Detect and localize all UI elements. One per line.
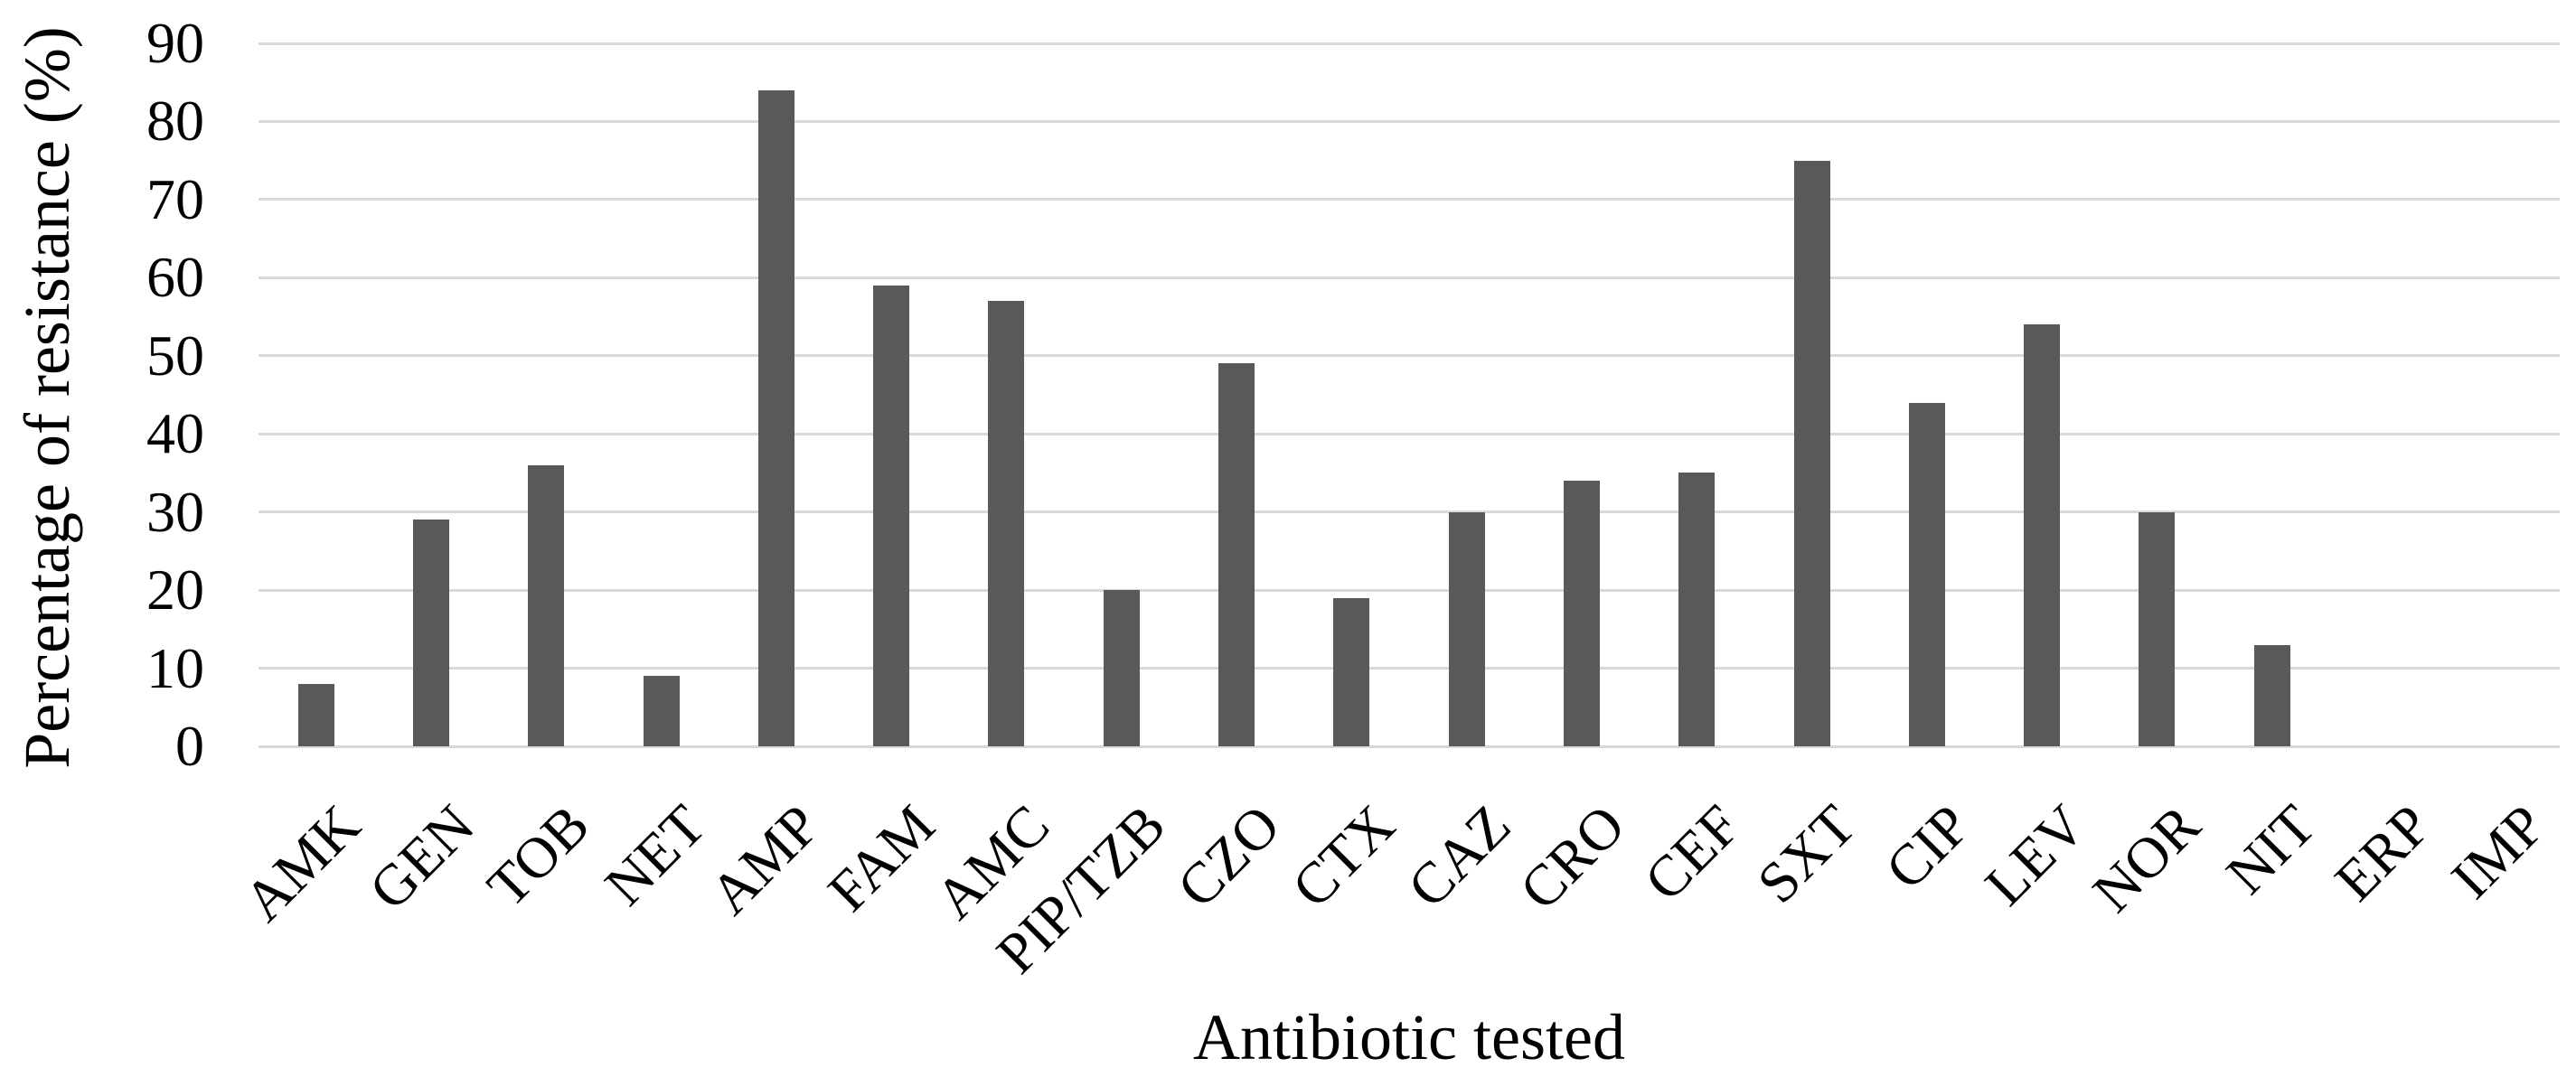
y-tick-label-50: 50 — [146, 323, 204, 388]
bar-NIT — [2254, 645, 2290, 746]
gridline-40 — [259, 432, 2560, 435]
x-tick-label-FAM: FAM — [815, 792, 947, 924]
bar-CEF — [1678, 473, 1715, 746]
x-tick-label-IMP: IMP — [2439, 792, 2558, 911]
bar-AMK — [298, 684, 334, 746]
y-tick-label-60: 60 — [146, 245, 204, 310]
x-tick-label-LEV: LEV — [1972, 792, 2098, 918]
gridline-80 — [259, 119, 2560, 123]
x-tick-label-AMP: AMP — [698, 792, 832, 927]
y-tick-label-10: 10 — [146, 635, 204, 700]
y-tick-label-80: 80 — [146, 89, 204, 154]
x-tick-label-CEF: CEF — [1631, 792, 1753, 913]
bar-LEV — [2024, 324, 2060, 746]
gridline-30 — [259, 510, 2560, 514]
gridline-60 — [259, 276, 2560, 279]
bar-NOR — [2139, 512, 2175, 746]
bar-CRO — [1564, 481, 1600, 746]
x-tick-label-AMK: AMK — [230, 792, 372, 933]
y-tick-label-70: 70 — [146, 166, 204, 231]
bar-CTX — [1333, 598, 1369, 746]
x-tick-label-TOB: TOB — [475, 792, 602, 920]
gridline-20 — [259, 588, 2560, 592]
x-tick-label-CRO: CRO — [1508, 792, 1638, 922]
gridline-50 — [259, 354, 2560, 358]
bar-AMC — [988, 301, 1024, 746]
x-tick-label-NET: NET — [592, 792, 718, 918]
bar-NET — [644, 676, 680, 746]
y-tick-label-90: 90 — [146, 11, 204, 75]
gridline-90 — [259, 42, 2560, 45]
bar-AMP — [758, 90, 794, 746]
bar-FAM — [873, 286, 909, 746]
x-tick-label-ERP: ERP — [2322, 792, 2443, 913]
x-tick-label-SXT: SXT — [1744, 792, 1868, 915]
y-tick-label-0: 0 — [175, 714, 204, 778]
x-tick-label-CIP: CIP — [1873, 792, 1983, 902]
x-tick-label-CZO: CZO — [1164, 792, 1293, 920]
y-tick-label-30: 30 — [146, 479, 204, 544]
x-tick-label-GEN: GEN — [357, 792, 487, 922]
x-tick-label-CAZ: CAZ — [1395, 792, 1523, 920]
gridline-0 — [259, 745, 2560, 748]
bar-SXT — [1794, 161, 1830, 746]
x-axis-title: Antibiotic tested — [1193, 1001, 1625, 1073]
y-tick-label-40: 40 — [146, 401, 204, 466]
x-tick-label-CTX: CTX — [1279, 792, 1407, 920]
bar-CZO — [1218, 363, 1255, 746]
bar-CAZ — [1449, 512, 1485, 746]
gridline-10 — [259, 667, 2560, 670]
bar-CIP — [1909, 403, 1945, 746]
y-tick-label-20: 20 — [146, 557, 204, 623]
bar-TOB — [528, 465, 564, 746]
x-tick-label-NOR: NOR — [2080, 792, 2213, 924]
gridline-70 — [259, 198, 2560, 201]
bar-GEN — [413, 520, 449, 746]
bar-PIP-TZB — [1104, 590, 1140, 746]
x-tick-label-NIT: NIT — [2214, 792, 2328, 906]
